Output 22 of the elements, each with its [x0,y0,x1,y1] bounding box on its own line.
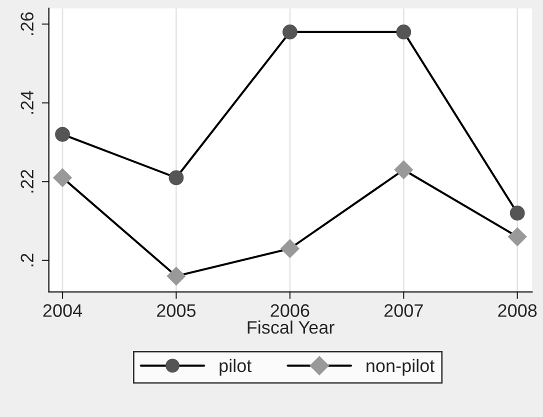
point [280,239,300,258]
point [55,126,70,142]
point [510,206,525,221]
y-tick-label: .26 [20,12,34,35]
x-tick-label: 2005 [157,304,196,317]
legend-label: pilot [220,358,252,376]
x-axis-title: Fiscal Year [248,320,334,334]
x-tick-label: 2006 [270,304,310,317]
point [394,160,414,180]
y-tick-label: .22 [20,170,34,193]
legend-label: non-pilot [366,358,435,376]
x-tick-label: 2008 [498,304,537,317]
point [168,170,184,186]
point [53,168,72,188]
point [508,227,527,246]
y-tick-label: .2 [20,254,34,266]
x-tick-label: 2004 [43,304,82,317]
point [396,24,412,40]
y-tick-label: .24 [20,90,34,114]
x-tick-label: 2007 [384,304,423,317]
point [282,24,298,40]
point [166,266,186,286]
